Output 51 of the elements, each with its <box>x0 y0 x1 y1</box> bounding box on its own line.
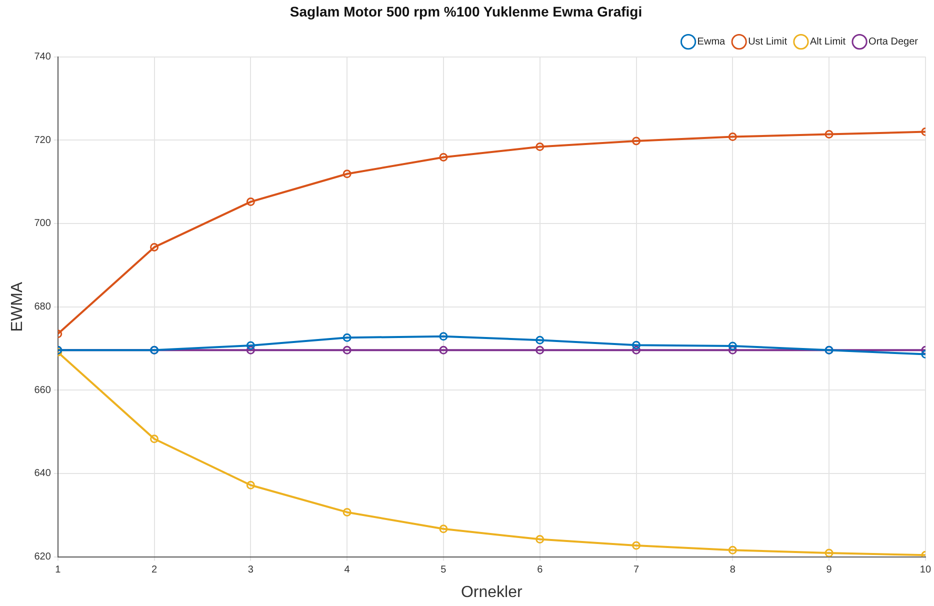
point <box>342 346 352 354</box>
chart-title: Saglam Motor 500 rpm %100 Yuklenme Ewma Grafigi <box>290 3 642 20</box>
legend-label: Ewma <box>697 36 726 48</box>
point <box>536 336 544 344</box>
point <box>536 142 544 152</box>
point <box>632 346 641 354</box>
y-tick-label: 680 <box>34 302 52 313</box>
point <box>728 342 737 350</box>
point <box>246 198 255 206</box>
x-tick-label: 2 <box>152 564 158 576</box>
x-tick-label: 6 <box>537 564 544 576</box>
x-axis-title: Ornekler <box>460 584 524 601</box>
y-tick-label: 740 <box>34 52 52 63</box>
y-axis-title: EWMA <box>9 282 26 332</box>
x-tick-label: 7 <box>633 564 640 576</box>
y-tick-label: 640 <box>34 468 52 480</box>
point <box>246 480 255 490</box>
point <box>246 346 255 354</box>
legend-label: Orta Deger <box>868 36 919 48</box>
x-tick-label: 1 <box>55 564 62 576</box>
point <box>439 332 448 341</box>
y-tick-label: 620 <box>34 552 52 563</box>
y-tick-label: 700 <box>34 218 52 230</box>
point <box>632 136 641 146</box>
point <box>824 130 834 139</box>
point <box>150 434 159 444</box>
x-tick-label: 8 <box>730 564 736 576</box>
point <box>342 170 352 178</box>
x-tick-label: 5 <box>440 564 447 576</box>
point <box>824 548 834 557</box>
point <box>536 535 544 544</box>
point <box>632 340 641 350</box>
legend-label: Ust Limit <box>748 36 788 48</box>
point <box>536 346 544 354</box>
point <box>439 346 448 354</box>
point <box>439 524 448 534</box>
point <box>246 341 255 350</box>
point <box>342 508 352 516</box>
point <box>439 152 448 162</box>
y-tick-label: 720 <box>34 134 52 146</box>
point <box>342 333 352 342</box>
legend-label: Alt Limit <box>810 36 846 48</box>
x-tick-label: 9 <box>826 564 832 576</box>
x-tick-label: 10 <box>920 564 932 576</box>
x-tick-label: 3 <box>248 564 254 576</box>
point <box>632 541 641 550</box>
point <box>728 132 737 142</box>
point <box>728 546 737 554</box>
x-tick-label: 4 <box>344 564 350 576</box>
y-tick-label: 660 <box>34 384 52 396</box>
point <box>150 242 159 252</box>
